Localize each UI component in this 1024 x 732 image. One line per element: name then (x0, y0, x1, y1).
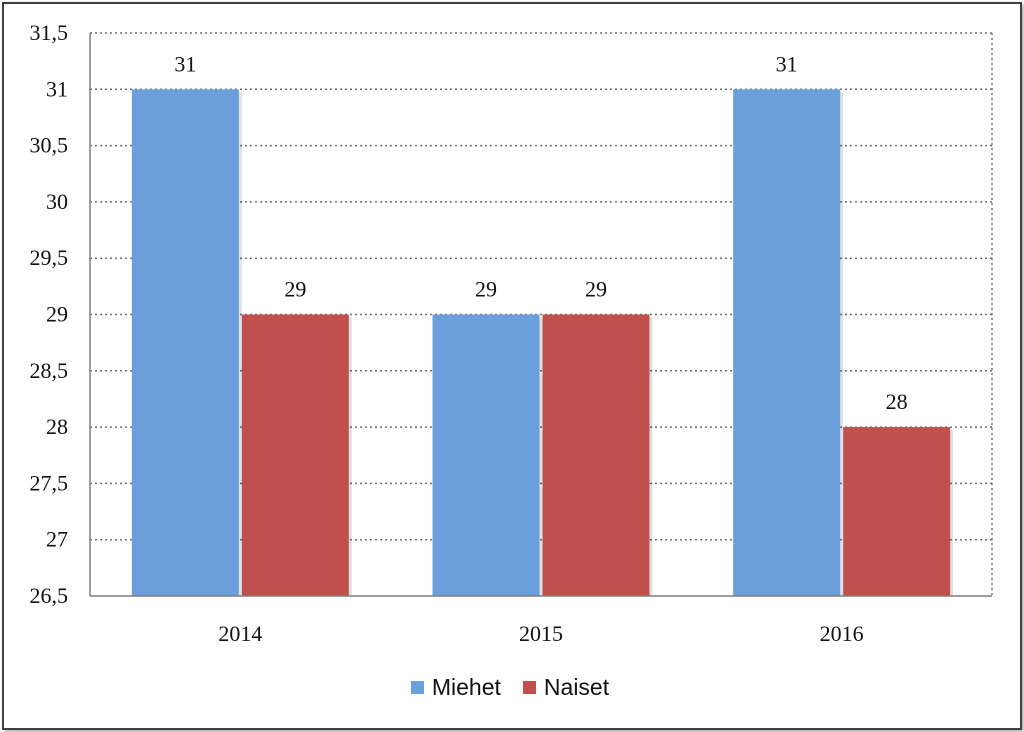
legend: Miehet Naiset (0, 674, 1020, 701)
bar-naiset-2015 (542, 314, 650, 596)
data-label-naiset-2015: 29 (585, 277, 607, 302)
legend-label-naiset: Naiset (543, 674, 610, 700)
legend-swatch-naiset (522, 681, 536, 694)
y-tick-label: 26,5 (30, 583, 69, 608)
legend-item-miehet: Miehet (410, 674, 501, 701)
y-tick-label: 28,5 (30, 358, 69, 383)
bars (131, 89, 954, 597)
data-label-miehet-2014: 31 (174, 51, 196, 76)
bar-miehet-2016 (733, 89, 841, 597)
x-tick-label: 2014 (218, 621, 262, 646)
y-tick-labels: 26,5 27 27,5 28 28,5 29 29,5 30 30,5 31 31,5 (30, 20, 69, 608)
legend-swatch-miehet (410, 681, 424, 694)
x-tick-label: 2016 (820, 621, 864, 646)
bar-naiset-2014 (241, 314, 349, 596)
bar-naiset-2016 (843, 427, 951, 596)
legend-label-miehet: Miehet (431, 674, 501, 700)
data-label-naiset-2014: 29 (284, 277, 306, 302)
bar-miehet-2015 (432, 314, 540, 596)
y-tick-label: 27 (46, 527, 68, 552)
x-tick-label: 2015 (519, 621, 563, 646)
gridlines (90, 32, 993, 596)
y-tick-label: 27,5 (30, 470, 69, 495)
data-label-naiset-2016: 28 (886, 389, 908, 414)
y-tick-label: 29,5 (30, 245, 69, 270)
y-tick-label: 29 (46, 302, 68, 327)
y-tick-label: 30 (46, 189, 68, 214)
data-label-miehet-2016: 31 (776, 51, 798, 76)
legend-item-naiset: Naiset (522, 674, 610, 701)
y-tick-label: 31,5 (30, 20, 69, 45)
y-tick-label: 31 (46, 76, 68, 101)
y-tick-label: 30,5 (30, 133, 69, 158)
y-tick-label: 28 (46, 414, 68, 439)
bar-miehet-2014 (131, 89, 239, 597)
axes (89, 33, 992, 597)
x-tick-labels: 2014 2015 2016 (218, 621, 863, 646)
data-label-miehet-2015: 29 (475, 277, 497, 302)
data-labels: 31 29 29 29 31 28 (174, 51, 907, 414)
